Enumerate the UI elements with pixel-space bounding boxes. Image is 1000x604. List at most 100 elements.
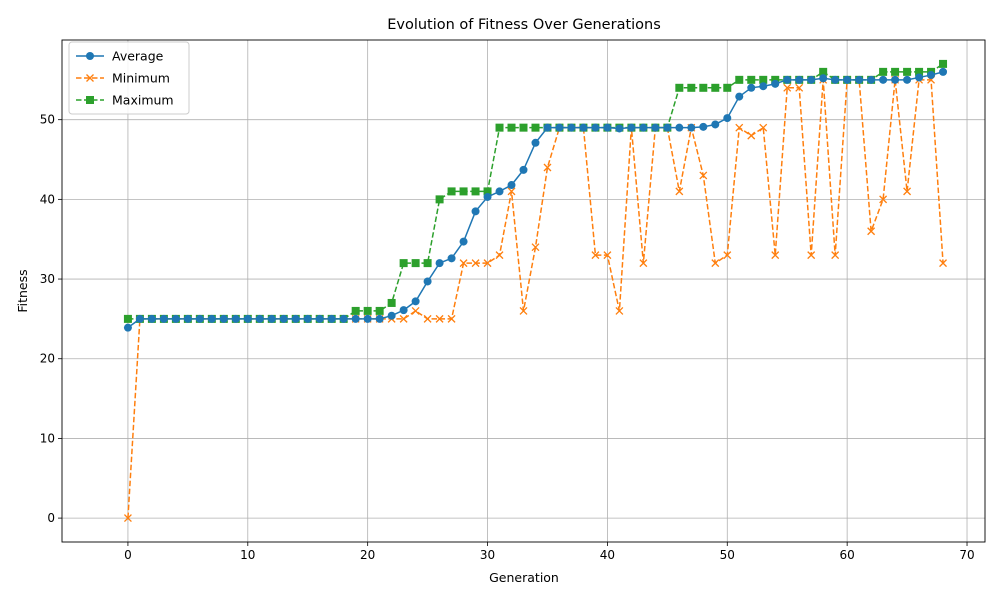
legend-marker — [86, 96, 94, 104]
data-point-average — [591, 123, 600, 132]
data-point-minimum — [807, 251, 816, 260]
data-point-minimum — [903, 187, 912, 196]
data-point-average — [663, 123, 672, 132]
data-point-minimum — [603, 251, 612, 260]
data-point-minimum — [747, 131, 756, 140]
data-point-average — [879, 75, 888, 84]
data-point-average — [735, 92, 744, 101]
data-point-maximum — [363, 306, 372, 315]
data-point-average — [615, 124, 624, 133]
x-tick-label: 50 — [720, 548, 735, 562]
data-point-maximum — [387, 298, 396, 307]
data-point-maximum — [747, 75, 756, 84]
data-point-maximum — [471, 187, 480, 196]
data-point-maximum — [411, 259, 420, 268]
data-point-maximum — [675, 83, 684, 92]
x-tick-label: 60 — [840, 548, 855, 562]
data-point-average — [327, 314, 336, 323]
data-point-maximum — [735, 75, 744, 84]
data-point-average — [135, 314, 144, 323]
data-point-average — [843, 75, 852, 84]
data-point-maximum — [123, 314, 132, 323]
data-point-average — [399, 306, 408, 315]
data-point-average — [159, 314, 168, 323]
data-point-average — [639, 123, 648, 132]
data-point-maximum — [879, 67, 888, 76]
data-point-average — [447, 254, 456, 263]
legend-box — [68, 41, 190, 115]
data-point-average — [291, 314, 300, 323]
data-point-minimum — [123, 514, 132, 523]
data-point-average — [195, 314, 204, 323]
data-point-average — [303, 314, 312, 323]
data-point-average — [627, 123, 636, 132]
data-point-average — [687, 123, 696, 132]
data-point-maximum — [759, 75, 768, 84]
data-point-average — [255, 314, 264, 323]
data-point-average — [783, 75, 792, 84]
data-point-minimum — [423, 314, 432, 323]
data-point-average — [675, 123, 684, 132]
data-point-average — [807, 75, 816, 84]
data-point-average — [375, 314, 384, 323]
data-point-average — [279, 314, 288, 323]
series-maximum — [123, 59, 948, 323]
data-point-average — [495, 187, 504, 196]
data-point-maximum — [903, 67, 912, 76]
data-point-maximum — [711, 83, 720, 92]
x-tick-label: 30 — [480, 548, 495, 562]
data-point-average — [543, 123, 552, 132]
x-tick-label: 70 — [959, 548, 974, 562]
data-point-maximum — [915, 67, 924, 76]
data-point-minimum — [519, 306, 528, 315]
data-point-maximum — [483, 187, 492, 196]
data-point-average — [315, 314, 324, 323]
data-point-minimum — [447, 314, 456, 323]
plot-frame — [61, 39, 986, 543]
data-point-minimum — [435, 314, 444, 323]
data-point-average — [507, 181, 516, 190]
x-tick-label: 0 — [124, 548, 132, 562]
data-point-minimum — [879, 195, 888, 204]
series-layer — [123, 59, 948, 523]
y-tick-label: 0 — [47, 511, 55, 525]
data-point-average — [891, 75, 900, 84]
data-point-minimum — [795, 83, 804, 92]
data-point-minimum — [759, 123, 768, 132]
data-point-minimum — [783, 83, 792, 92]
data-point-minimum — [411, 306, 420, 315]
data-point-minimum — [543, 163, 552, 172]
legend-marker — [86, 74, 94, 82]
legend-item-maximum: Maximum — [76, 93, 174, 108]
data-point-average — [183, 314, 192, 323]
data-point-average — [927, 71, 936, 80]
data-point-average — [915, 73, 924, 82]
data-point-average — [243, 314, 252, 323]
data-point-minimum — [639, 259, 648, 268]
data-point-average — [231, 314, 240, 323]
y-axis-label: Fitness — [15, 269, 30, 312]
data-point-maximum — [423, 259, 432, 268]
data-point-average — [435, 259, 444, 268]
data-point-minimum — [699, 171, 708, 180]
data-point-average — [555, 123, 564, 132]
data-point-maximum — [447, 187, 456, 196]
data-point-maximum — [891, 67, 900, 76]
data-point-maximum — [399, 259, 408, 268]
data-point-average — [219, 314, 228, 323]
data-point-minimum — [591, 251, 600, 260]
data-point-maximum — [459, 187, 468, 196]
data-point-maximum — [819, 67, 828, 76]
y-tick-label: 50 — [40, 113, 55, 127]
y-tick-label: 30 — [40, 272, 55, 286]
y-tick-label: 20 — [40, 352, 55, 366]
data-point-minimum — [867, 227, 876, 236]
legend-marker — [86, 52, 94, 60]
data-point-average — [831, 75, 840, 84]
x-tick-label: 40 — [600, 548, 615, 562]
data-point-average — [483, 192, 492, 201]
data-point-minimum — [495, 251, 504, 260]
data-point-minimum — [723, 251, 732, 260]
data-point-average — [351, 314, 360, 323]
